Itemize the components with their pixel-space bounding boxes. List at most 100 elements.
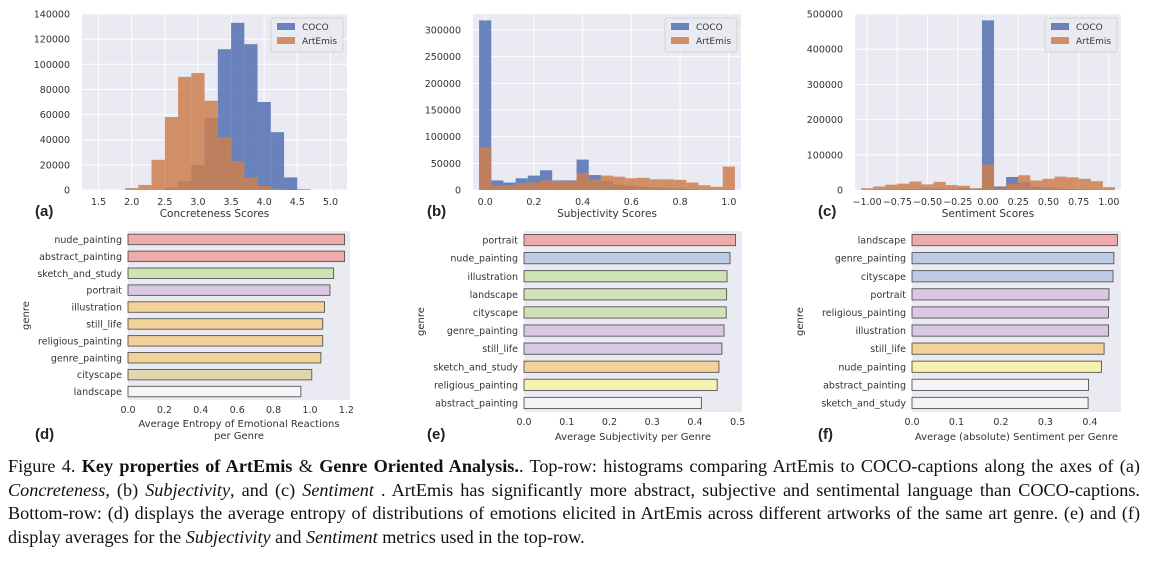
caption-term-subjectivity-2: Subjectivity <box>185 526 271 547</box>
chart-b: 0.0 0.2 0.4 0.6 0.8 1.0 0 50000 100000 150000 2000… <box>425 14 741 220</box>
histogram-bar-coco <box>994 186 1007 190</box>
histogram-bar-coco <box>297 189 311 190</box>
histogram-bar-artemis <box>552 180 565 190</box>
panel-label-a: (a) <box>35 203 54 220</box>
x-tick-label: 3.0 <box>190 197 205 208</box>
panel-label-f: (f) <box>818 426 833 443</box>
x-tick-label: 0.5 <box>730 417 745 428</box>
x-tick-label: 5.0 <box>323 197 338 208</box>
histogram-bar-artemis <box>969 188 982 190</box>
genre-bar <box>911 378 1089 391</box>
histogram-bar-artemis <box>540 180 553 190</box>
y-tick-label: 200000 <box>807 115 843 126</box>
genre-label: illustration <box>71 303 122 314</box>
genre-bar <box>523 378 718 391</box>
histogram-bar-artemis <box>564 181 577 190</box>
x-tick-label: 0.4 <box>575 197 590 208</box>
x-tick-label: 0.6 <box>624 197 639 208</box>
histogram-bar-artemis <box>138 184 152 190</box>
histogram-bar-artemis <box>527 182 540 190</box>
histogram-bar-artemis <box>1006 183 1019 190</box>
legend-swatch-coco <box>671 23 689 30</box>
histogram-bar-artemis <box>674 179 687 190</box>
y-tick-label: 140000 <box>34 10 70 21</box>
y-tick-label: 150000 <box>425 106 461 117</box>
histogram-bar-artemis <box>1078 178 1091 190</box>
genre-label: landscape <box>470 290 519 301</box>
genre-bar <box>127 233 345 246</box>
caption-figure-label: Figure 4. <box>8 456 76 476</box>
histogram-bar-artemis <box>503 185 516 190</box>
genre-label: nude_painting <box>838 362 906 373</box>
genre-label: abstract_painting <box>39 252 122 263</box>
histogram-bar-artemis <box>1102 187 1115 190</box>
caption-text-3: , and (c) <box>230 479 303 500</box>
genre-bar <box>523 396 702 410</box>
histogram-bar-artemis <box>191 73 205 190</box>
genre-bar <box>127 335 324 347</box>
x-tick-label: 1.00 <box>1098 197 1119 208</box>
genre-label: sketch_and_study <box>37 269 122 280</box>
histogram-bar-artemis <box>1018 175 1031 190</box>
genre-label: sketch_and_study <box>433 362 518 373</box>
histogram-bar-artemis <box>1054 176 1067 190</box>
genre-label: portrait <box>870 290 906 301</box>
histogram-bar-coco <box>284 177 298 190</box>
histogram-bar-artemis <box>873 186 886 190</box>
genre-label: religious_painting <box>38 336 122 347</box>
panel-label-c: (c) <box>818 203 837 220</box>
legend-label-artemis: ArtEmis <box>1076 37 1111 47</box>
y-axis-label: genre <box>21 301 32 330</box>
histogram-bar-artemis <box>933 181 946 190</box>
x-axis-label: Average Entropy of Emotional Reactions <box>138 419 339 430</box>
genre-bar <box>127 301 325 313</box>
histogram-bar-artemis <box>151 159 165 190</box>
histogram-bar-artemis <box>164 117 179 190</box>
y-tick-label: 250000 <box>425 52 461 63</box>
genre-bar <box>127 284 331 296</box>
x-tick-label: −1.00 <box>853 197 882 208</box>
legend-label-artemis: ArtEmis <box>302 37 337 47</box>
x-tick-label: 0.0 <box>904 417 919 428</box>
y-tick-label: 60000 <box>40 110 70 121</box>
histogram-bar-artemis <box>649 179 662 190</box>
y-tick-label: 0 <box>455 186 461 197</box>
histogram-bar-artemis <box>244 177 258 190</box>
histogram-bar-artemis <box>600 175 614 190</box>
genre-label: genre_painting <box>447 326 518 337</box>
genre-bar <box>523 288 728 301</box>
histogram-bar-coco <box>491 180 504 190</box>
legend-label-coco: COCO <box>302 23 329 33</box>
x-axis-label: Average (absolute) Sentiment per Genre <box>915 432 1118 443</box>
genre-label: genre_painting <box>51 353 122 364</box>
histogram-bar-artemis <box>710 186 723 190</box>
genre-bar <box>127 318 324 330</box>
x-tick-label: 0.2 <box>526 197 541 208</box>
genre-bar <box>911 342 1105 355</box>
histogram-bar-artemis <box>125 188 139 190</box>
x-tick-label: 1.5 <box>91 197 106 208</box>
y-tick-label: 50000 <box>431 159 461 170</box>
x-tick-label: −0.75 <box>883 197 912 208</box>
genre-bar <box>127 250 345 263</box>
x-tick-label: 0.4 <box>1082 417 1097 428</box>
histogram-bar-artemis <box>588 179 601 190</box>
histogram-bar-artemis <box>945 185 958 190</box>
genre-bar <box>911 252 1115 265</box>
x-tick-label: 2.5 <box>157 197 172 208</box>
y-tick-label: 100000 <box>425 132 461 143</box>
x-axis-label: Sentiment Scores <box>942 208 1035 220</box>
genre-bar <box>911 288 1110 301</box>
x-tick-label: 0.2 <box>602 417 617 428</box>
histogram-bar-artemis <box>686 182 699 190</box>
y-tick-label: 400000 <box>807 45 843 56</box>
genre-label: nude_painting <box>450 254 518 265</box>
histogram-bar-artemis <box>217 137 232 190</box>
genre-bar <box>523 306 727 319</box>
x-tick-label: 2.0 <box>124 197 139 208</box>
histogram-bar-artemis <box>698 185 711 190</box>
x-tick-label: 0.0 <box>478 197 493 208</box>
histogram-bar-artemis <box>479 147 492 190</box>
histogram-bar-artemis <box>909 181 922 190</box>
y-tick-label: 40000 <box>40 135 70 146</box>
